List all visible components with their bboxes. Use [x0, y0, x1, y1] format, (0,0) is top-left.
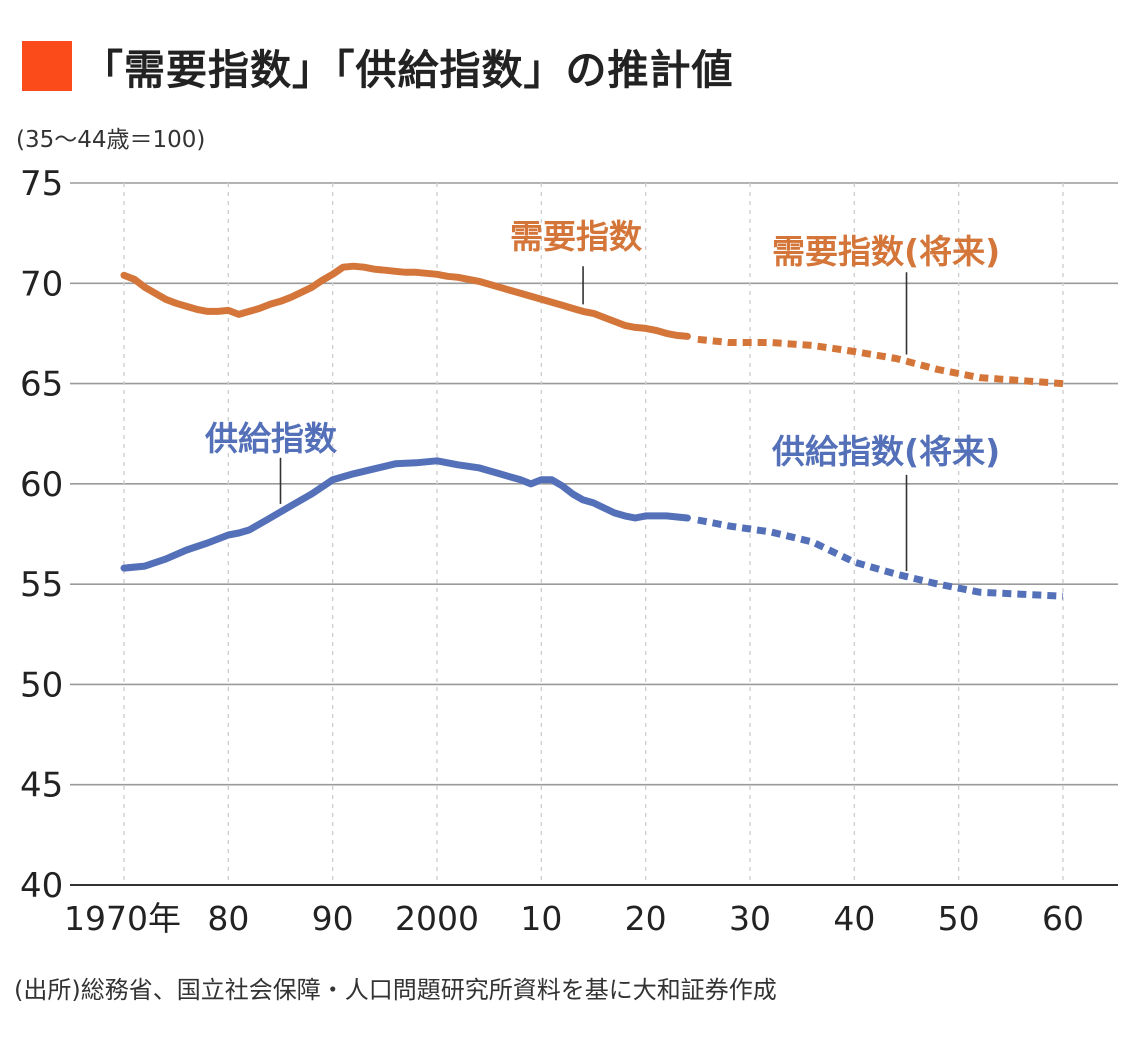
annotation-label: 需要指数(将来)	[772, 232, 1000, 271]
annotation-label: 供給指数(将来)	[772, 432, 1000, 471]
vertical-gridlines	[123, 183, 1064, 885]
x-tick-labels: 1970年 80 90 2000 10 20 30 40 50 60	[64, 899, 1084, 938]
y-tick-label: 60	[20, 465, 63, 505]
series-annotations: 需要指数 需要指数(将来) 供給指数 供給指数(将来)	[205, 217, 1000, 572]
x-tick-label: 20	[625, 899, 667, 938]
y-tick-label: 65	[20, 365, 63, 405]
x-tick-label: 60	[1042, 899, 1084, 938]
series-line-1	[697, 335, 1064, 388]
chart-title: 「需要指数」「供給指数」の推計値	[22, 38, 734, 94]
horizontal-gridlines	[70, 182, 1118, 786]
series-lines	[120, 262, 1064, 600]
y-tick-labels: 75 70 65 60 55 50 45 40	[20, 164, 63, 906]
source-note: (出所)総務省、国立社会保障・人口問題研究所資料を基に大和証券作成	[14, 976, 777, 1004]
annotation-label: 需要指数	[510, 217, 643, 256]
x-tick-label: 1970年	[64, 899, 181, 938]
x-tick-label: 40	[833, 899, 875, 938]
series-line-0	[120, 262, 691, 340]
x-tick-label: 2000	[395, 899, 479, 938]
x-tick-label: 50	[938, 899, 980, 938]
series-line-2	[120, 457, 691, 572]
y-tick-label: 75	[20, 164, 63, 204]
chart-title-text: 「需要指数」「供給指数」の推計値	[82, 46, 734, 94]
y-tick-label: 40	[20, 866, 63, 906]
x-tick-label: 30	[729, 899, 771, 938]
title-marker-square	[22, 41, 72, 91]
y-tick-label: 55	[20, 565, 63, 605]
series-line-3	[697, 516, 1064, 600]
y-tick-label: 50	[20, 665, 63, 705]
x-tick-label: 80	[207, 899, 249, 938]
y-tick-label: 45	[20, 766, 63, 806]
x-tick-label: 90	[312, 899, 354, 938]
y-tick-label: 70	[20, 264, 63, 304]
annotation-label: 供給指数	[205, 419, 338, 458]
y-axis-unit-label: (35～44歳＝100)	[16, 127, 206, 153]
x-tick-label: 10	[520, 899, 562, 938]
